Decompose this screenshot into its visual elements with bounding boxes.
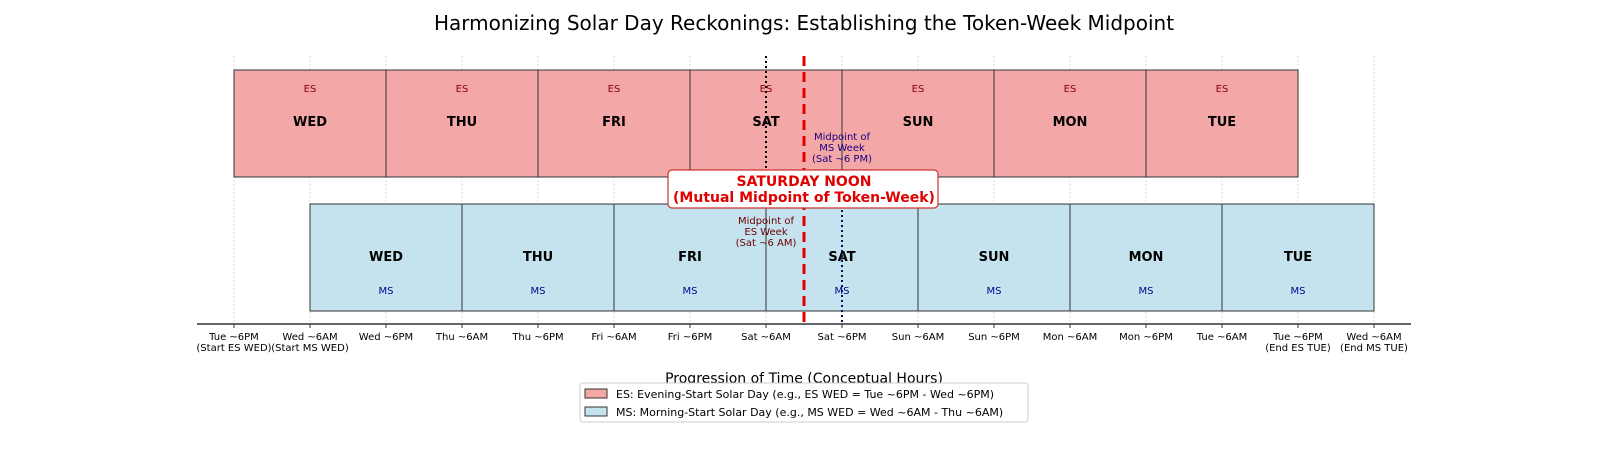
day-label: SUN	[903, 115, 934, 130]
es-day-bar	[537, 69, 691, 178]
day-tag: ES	[912, 84, 925, 95]
day-label: MON	[1053, 115, 1088, 130]
es-midpoint-label: Midpoint of	[738, 216, 795, 227]
x-tick-sublabel: (End ES TUE)	[1265, 343, 1331, 354]
ms-midpoint-label: Midpoint of	[814, 132, 871, 143]
es-day-bar	[233, 69, 387, 178]
x-tick-label: Tue ~6AM	[1196, 332, 1247, 343]
day-label: WED	[293, 115, 327, 130]
day-label: FRI	[678, 250, 702, 265]
legend-swatch	[584, 388, 608, 399]
ms-day-bar	[613, 203, 767, 312]
day-tag: ES	[1216, 84, 1229, 95]
day-label: SAT	[828, 250, 855, 265]
ms-midpoint-label: (Sat ~6 PM)	[812, 154, 872, 165]
x-tick-label: Wed ~6AM	[282, 332, 337, 343]
ms-day-bar	[917, 203, 1071, 312]
x-tick-label: Wed ~6AM	[1346, 332, 1401, 343]
es-day-bar	[841, 69, 995, 178]
legend-swatch	[584, 406, 608, 417]
day-tag: ES	[760, 84, 773, 95]
day-label: WED	[369, 250, 403, 265]
x-tick-sublabel: (Start ES WED)	[196, 343, 271, 354]
x-tick-label: Sun ~6AM	[892, 332, 944, 343]
x-tick-label: Mon ~6PM	[1119, 332, 1173, 343]
day-tag: ES	[304, 84, 317, 95]
x-tick-label: Sun ~6PM	[968, 332, 1020, 343]
x-tick-label: Mon ~6AM	[1043, 332, 1097, 343]
x-axis: Tue ~6PM(Start ES WED)Wed ~6AM(Start MS …	[196, 323, 1411, 354]
day-bars: WED ES THU ES FRI ES SAT ES SUN ES MON ES TUE ES WED MS…	[233, 69, 1375, 312]
ms-midpoint-label: MS Week	[819, 143, 865, 154]
x-tick-label: Fri ~6AM	[591, 332, 636, 343]
saturday-noon-label-box	[667, 169, 939, 209]
day-tag: MS	[1139, 286, 1154, 297]
chart-title: Harmonizing Solar Day Reckonings: Establ…	[434, 11, 1174, 35]
day-label: TUE	[1208, 115, 1236, 130]
day-tag: MS	[987, 286, 1002, 297]
day-label: TUE	[1284, 250, 1312, 265]
day-tag: MS	[379, 286, 394, 297]
es-day-bar	[385, 69, 539, 178]
ms-day-bar	[461, 203, 615, 312]
x-tick-label: Sat ~6PM	[818, 332, 867, 343]
day-label: THU	[523, 250, 553, 265]
legend: ES: Evening-Start Solar Day (e.g., ES WE…	[579, 382, 1029, 423]
legend-label: ES: Evening-Start Solar Day (e.g., ES WE…	[616, 388, 994, 401]
day-label: SUN	[979, 250, 1010, 265]
x-tick-label: Tue ~6PM	[208, 332, 259, 343]
x-tick-sublabel: (End MS TUE)	[1340, 343, 1408, 354]
es-midpoint-label: ES Week	[744, 227, 787, 238]
x-tick-label: Thu ~6PM	[511, 332, 563, 343]
x-tick-label: Thu ~6AM	[435, 332, 488, 343]
day-tag: ES	[608, 84, 621, 95]
day-tag: MS	[1291, 286, 1306, 297]
legend-label: MS: Morning-Start Solar Day (e.g., MS WE…	[616, 406, 1003, 419]
es-day-bar	[993, 69, 1147, 178]
day-label: FRI	[602, 115, 626, 130]
day-label: THU	[447, 115, 477, 130]
ms-day-bar	[1221, 203, 1375, 312]
x-tick-label: Tue ~6PM	[1272, 332, 1323, 343]
day-tag: ES	[1064, 84, 1077, 95]
day-label: MON	[1129, 250, 1164, 265]
saturday-noon-sublabel: (Mutual Midpoint of Token-Week)	[673, 190, 935, 206]
ms-day-bar	[309, 203, 463, 312]
es-day-bar	[1145, 69, 1299, 178]
es-midpoint-label: (Sat ~6 AM)	[736, 238, 797, 249]
day-tag: ES	[456, 84, 469, 95]
x-tick-label: Sat ~6AM	[741, 332, 791, 343]
x-tick-label: Wed ~6PM	[359, 332, 413, 343]
day-tag: MS	[531, 286, 546, 297]
x-tick-sublabel: (Start MS WED)	[271, 343, 349, 354]
saturday-noon-label: SATURDAY NOON	[737, 174, 872, 190]
x-tick-label: Fri ~6PM	[668, 332, 713, 343]
day-tag: MS	[683, 286, 698, 297]
ms-day-bar	[1069, 203, 1223, 312]
legend-box	[579, 382, 1029, 423]
